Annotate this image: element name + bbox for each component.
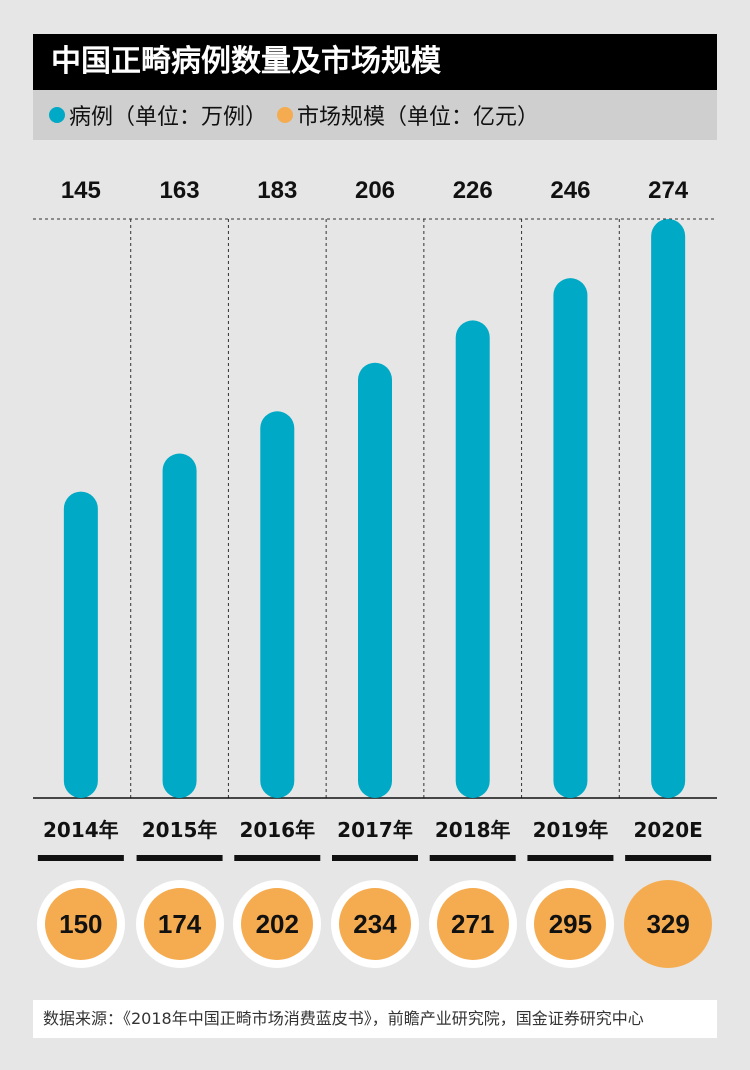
market-circle: 329 (624, 880, 713, 968)
bar-cases (455, 320, 490, 798)
category-underline (234, 855, 321, 861)
category-underline (625, 855, 712, 861)
market-value-label: 202 (241, 888, 314, 960)
category-label: 2017年 (337, 818, 413, 842)
market-circle: 295 (526, 880, 615, 968)
market-circle: 150 (36, 880, 125, 968)
market-circle: 271 (428, 880, 517, 968)
market-value-label: 295 (534, 888, 607, 960)
category-label: 2016年 (239, 818, 315, 842)
value-label-cases: 145 (61, 177, 101, 204)
legend: 病例（单位：万例） 市场规模（单位：亿元） (33, 90, 717, 140)
legend-item-market: 市场规模（单位：亿元） (277, 99, 539, 131)
chart-title: 中国正畸病例数量及市场规模 (33, 34, 717, 90)
bar-cases (63, 491, 98, 798)
category-underline (429, 855, 516, 861)
category-underline (37, 855, 124, 861)
value-label-cases: 274 (648, 177, 689, 204)
market-value-label: 234 (339, 888, 411, 960)
market-value-label: 150 (44, 888, 117, 960)
category-underline (332, 855, 418, 861)
value-label-cases: 226 (453, 177, 493, 204)
value-label-cases: 183 (257, 177, 297, 204)
category-label: 2015年 (142, 818, 218, 842)
market-dot-icon (277, 107, 294, 123)
cases-dot-icon (49, 107, 65, 123)
legend-cases-label: 病例（单位：万例） (69, 105, 268, 130)
market-value-label: 329 (624, 880, 713, 968)
market-circle: 174 (135, 880, 224, 968)
category-label: 2020E (633, 818, 702, 842)
category-underline (527, 855, 614, 861)
value-label-cases: 246 (550, 177, 590, 204)
market-circle: 202 (233, 880, 322, 968)
category-label: 2019年 (533, 818, 609, 842)
cases-bar-chart: 145 2014年 163 2015年 183 2016年 206 2017年 226 2018年… (33, 177, 717, 861)
value-label-cases: 163 (160, 177, 200, 204)
market-value-label: 271 (436, 888, 509, 960)
market-value-label: 174 (143, 888, 216, 960)
legend-item-cases: 病例（单位：万例） (49, 99, 267, 131)
bar-cases (651, 219, 686, 798)
market-size-row: 150 174 202 234 271 295 329 (0, 880, 750, 972)
category-underline (136, 855, 223, 861)
bar-cases (162, 453, 197, 798)
legend-market-label: 市场规模（单位：亿元） (297, 105, 540, 130)
value-label-cases: 206 (355, 177, 395, 204)
bar-cases (553, 278, 588, 799)
source-footnote: 数据来源：《2018年中国正畸市场消费蓝皮书》，前瞻产业研究院，国金证券研究中心 (33, 1000, 717, 1038)
bar-cases (260, 411, 295, 798)
bar-cases (358, 362, 392, 798)
market-circle: 234 (331, 880, 419, 968)
category-label: 2018年 (435, 818, 511, 842)
category-label: 2014年 (43, 818, 119, 842)
